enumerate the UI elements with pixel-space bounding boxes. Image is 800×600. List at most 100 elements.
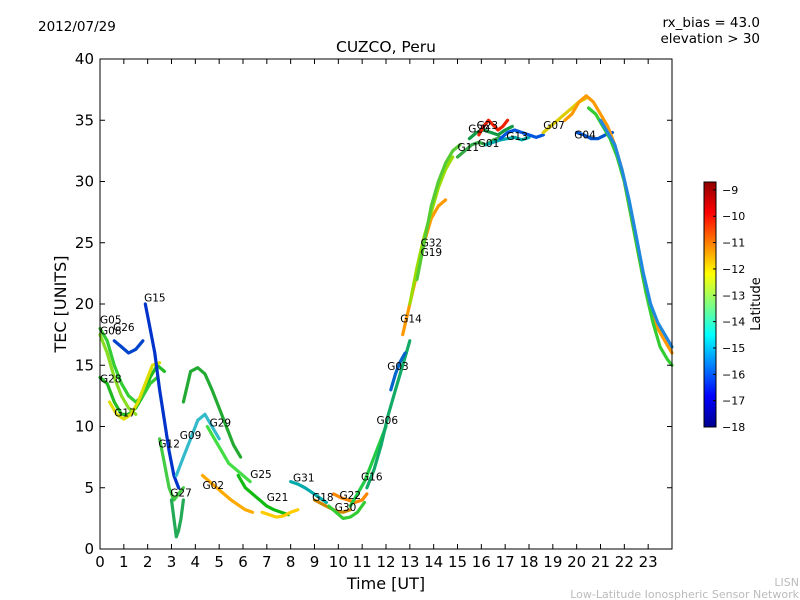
chart-title: CUZCO, Peru xyxy=(336,38,436,56)
sat-label-g15: G15 xyxy=(144,293,166,305)
sat-label-g18: G18 xyxy=(312,492,334,504)
sat-label-g26: G26 xyxy=(113,322,135,334)
colorbar-tick-label: −17 xyxy=(722,395,745,408)
y-tick-label: 40 xyxy=(75,50,94,68)
x-tick-label: 3 xyxy=(167,553,177,571)
x-axis: 0 1 2 3 4 5 6 7 8 9 10 11 12 13 14 15 16 17 18 19 20 21 22 23 xyxy=(95,59,658,571)
sat-label-g03: G03 xyxy=(387,361,409,373)
y-tick-label: 20 xyxy=(75,295,94,313)
y-axis: 0 5 10 15 20 25 30 35 40 xyxy=(75,50,672,558)
colorbar-tick-label: −14 xyxy=(722,316,745,329)
sat-label-g13: G13 xyxy=(506,131,528,143)
series-g30 xyxy=(327,500,367,520)
x-tick-label: 22 xyxy=(615,553,634,571)
series-g08b xyxy=(598,118,674,349)
y-tick-label: 10 xyxy=(75,418,94,436)
elevation-label: elevation > 30 xyxy=(660,31,760,47)
x-tick-label: 11 xyxy=(353,553,372,571)
series-g29 xyxy=(205,424,252,484)
colorbar-tick-label: −18 xyxy=(722,421,745,434)
sat-label-g02: G02 xyxy=(203,480,225,492)
x-tick-label: 20 xyxy=(567,553,586,571)
colorbar-tick-label: −10 xyxy=(722,210,745,223)
footer-org-long: Low-Latitude Ionospheric Sensor Network xyxy=(570,588,799,600)
series-g26 xyxy=(112,339,145,355)
x-tick-label: 6 xyxy=(238,553,248,571)
y-tick-label: 25 xyxy=(75,234,94,252)
sat-label-g05: G05 xyxy=(100,315,122,327)
series-g16 xyxy=(348,424,388,508)
colorbar-tick-label: −13 xyxy=(722,289,745,302)
x-tick-label: 17 xyxy=(496,553,515,571)
series-g13 xyxy=(498,128,545,141)
y-tick-label: 35 xyxy=(75,111,94,129)
series-g10 xyxy=(181,366,243,459)
x-axis-label: Time [UT] xyxy=(346,574,425,593)
colorbar-tick-label: −12 xyxy=(722,263,745,276)
series-g03 xyxy=(389,351,407,392)
sat-label-g22: G22 xyxy=(340,490,362,502)
sat-label-g08: G08 xyxy=(100,326,122,338)
y-tick-label: 0 xyxy=(84,540,94,558)
colorbar-ticks: −9 −10 −11 −12 −13 −14 −15 −16 −17 −18 xyxy=(713,184,745,434)
x-tick-label: 5 xyxy=(214,553,224,571)
sat-label-g29: G29 xyxy=(210,418,232,430)
x-tick-label: 9 xyxy=(310,553,320,571)
series-g21 xyxy=(260,508,300,519)
colorbar-tick-label: −9 xyxy=(722,184,738,197)
sat-label-g11: G11 xyxy=(458,142,480,154)
series-g09 xyxy=(174,412,221,478)
y-tick-label: 15 xyxy=(75,356,94,374)
x-tick-label: 10 xyxy=(329,553,348,571)
series-g19 xyxy=(415,143,462,282)
footer-org-short: LISN xyxy=(774,576,799,589)
sat-label-g09: G09 xyxy=(180,430,202,442)
colorbar-label: Latitude xyxy=(749,277,764,331)
sat-label-g17: G17 xyxy=(114,408,136,420)
sat-label-g16: G16 xyxy=(361,471,383,483)
sat-label-g19: G19 xyxy=(421,247,443,259)
sat-label-g32: G32 xyxy=(421,237,443,249)
sat-label-g27: G27 xyxy=(170,487,192,499)
x-tick-label: 12 xyxy=(376,553,395,571)
x-tick-label: 7 xyxy=(262,553,272,571)
sat-label-g28: G28 xyxy=(100,373,122,385)
x-tick-label: 23 xyxy=(639,553,658,571)
sat-label-g01: G01 xyxy=(478,138,500,150)
x-tick-label: 18 xyxy=(519,553,538,571)
sat-label-g30: G30 xyxy=(335,502,357,514)
x-tick-label: 2 xyxy=(143,553,153,571)
series-g12 xyxy=(158,437,185,502)
rx-bias-label: rx_bias = 43.0 xyxy=(662,15,760,31)
series-g11 xyxy=(455,135,502,159)
series-layer xyxy=(98,94,674,539)
sat-label-g21: G21 xyxy=(267,492,289,504)
colorbar xyxy=(703,181,717,428)
sat-label-g23: G23 xyxy=(477,120,499,132)
series-g06 xyxy=(365,339,412,490)
x-tick-label: 0 xyxy=(95,553,105,571)
colorbar-tick-label: −11 xyxy=(722,237,745,250)
x-tick-label: 1 xyxy=(119,553,129,571)
x-tick-label: 14 xyxy=(424,553,443,571)
y-axis-label: TEC [UNITS] xyxy=(51,256,70,354)
sat-label-g20: G20 xyxy=(468,124,490,136)
x-tick-label: 21 xyxy=(591,553,610,571)
plot-area xyxy=(100,59,672,549)
x-tick-label: 15 xyxy=(448,553,467,571)
y-tick-label: 30 xyxy=(75,173,94,191)
series-g15 xyxy=(143,302,181,490)
sat-label-g12: G12 xyxy=(158,438,180,450)
y-tick-label: 5 xyxy=(84,479,94,497)
x-tick-label: 8 xyxy=(286,553,296,571)
sat-label-g14: G14 xyxy=(400,313,422,325)
x-tick-label: 4 xyxy=(191,553,201,571)
series-g23 xyxy=(477,118,510,137)
colorbar-tick-label: −15 xyxy=(722,342,745,355)
series-g31 xyxy=(289,480,328,504)
series-g17 xyxy=(107,361,162,421)
series-g27 xyxy=(169,498,185,539)
sat-label-g31: G31 xyxy=(293,473,315,485)
